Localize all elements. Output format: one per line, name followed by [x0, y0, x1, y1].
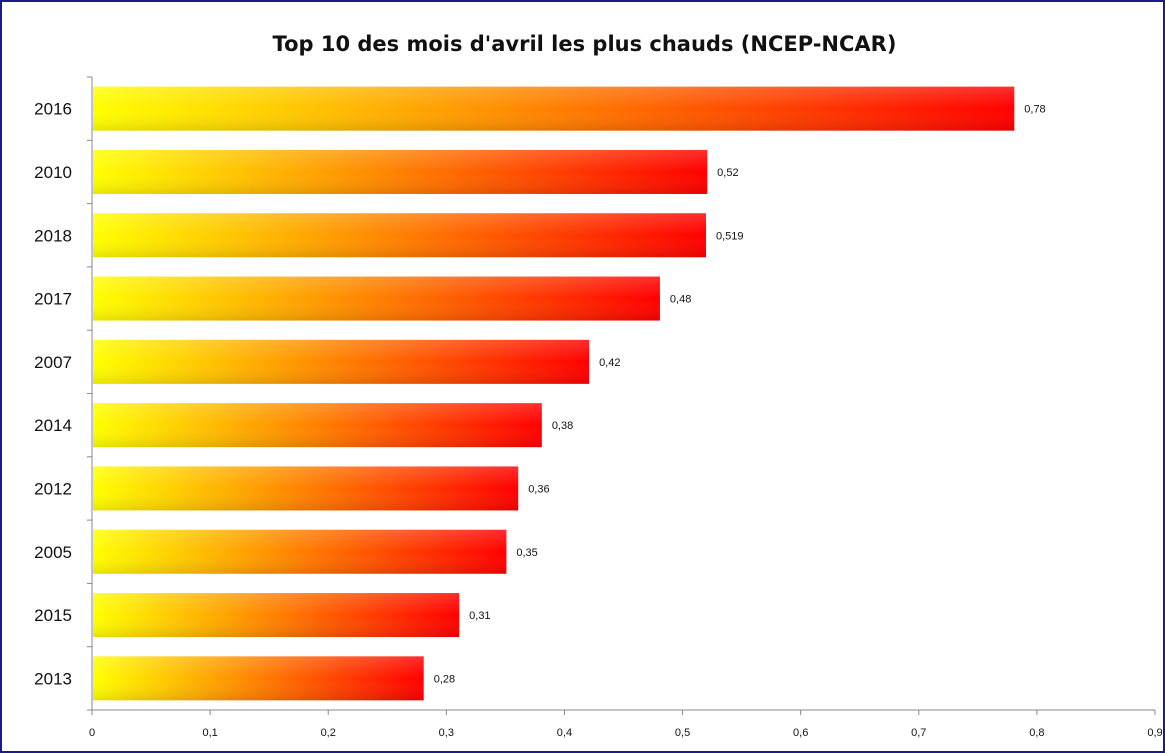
- data-label: 0,35: [516, 547, 537, 559]
- bar-shading: [93, 339, 590, 384]
- category-label: 2007: [34, 353, 72, 372]
- x-tick-label: 0: [89, 727, 95, 739]
- bar-shading: [93, 656, 424, 701]
- x-tick-label: 0,9: [1147, 727, 1162, 739]
- data-label: 0,519: [716, 230, 744, 242]
- x-tick-label: 0,3: [439, 727, 454, 739]
- category-label: 2012: [34, 479, 72, 498]
- bar-shading: [93, 149, 708, 194]
- bar-shading: [93, 466, 519, 511]
- category-label: 2010: [34, 163, 72, 182]
- data-label: 0,28: [434, 673, 455, 685]
- data-label: 0,52: [717, 167, 738, 179]
- data-label: 0,36: [528, 483, 549, 495]
- bar-shading: [93, 86, 1015, 131]
- data-label: 0,31: [469, 610, 490, 622]
- bar-shading: [93, 529, 507, 574]
- x-tick-label: 0,7: [911, 727, 926, 739]
- data-label: 0,42: [599, 357, 620, 369]
- category-label: 2016: [34, 100, 72, 119]
- bar-shading: [93, 403, 542, 448]
- category-label: 2018: [34, 226, 72, 245]
- x-tick-label: 0,4: [557, 727, 572, 739]
- category-label: 2014: [34, 416, 72, 435]
- data-label: 0,78: [1024, 104, 1045, 116]
- category-label: 2013: [34, 669, 72, 688]
- x-tick-label: 0,6: [793, 727, 808, 739]
- x-tick-label: 0,2: [321, 727, 336, 739]
- category-label: 2017: [34, 290, 72, 309]
- data-label: 0,38: [552, 420, 573, 432]
- bar-shading: [93, 593, 460, 638]
- x-tick-label: 0,5: [675, 727, 690, 739]
- x-tick-label: 0,1: [202, 727, 217, 739]
- chart-title: Top 10 des mois d'avril les plus chauds …: [272, 32, 897, 56]
- bar-shading: [93, 213, 706, 258]
- category-label: 2015: [34, 606, 72, 625]
- bar-shading: [93, 276, 660, 321]
- category-label: 2005: [34, 543, 72, 562]
- data-label: 0,48: [670, 294, 691, 306]
- x-tick-label: 0,8: [1029, 727, 1044, 739]
